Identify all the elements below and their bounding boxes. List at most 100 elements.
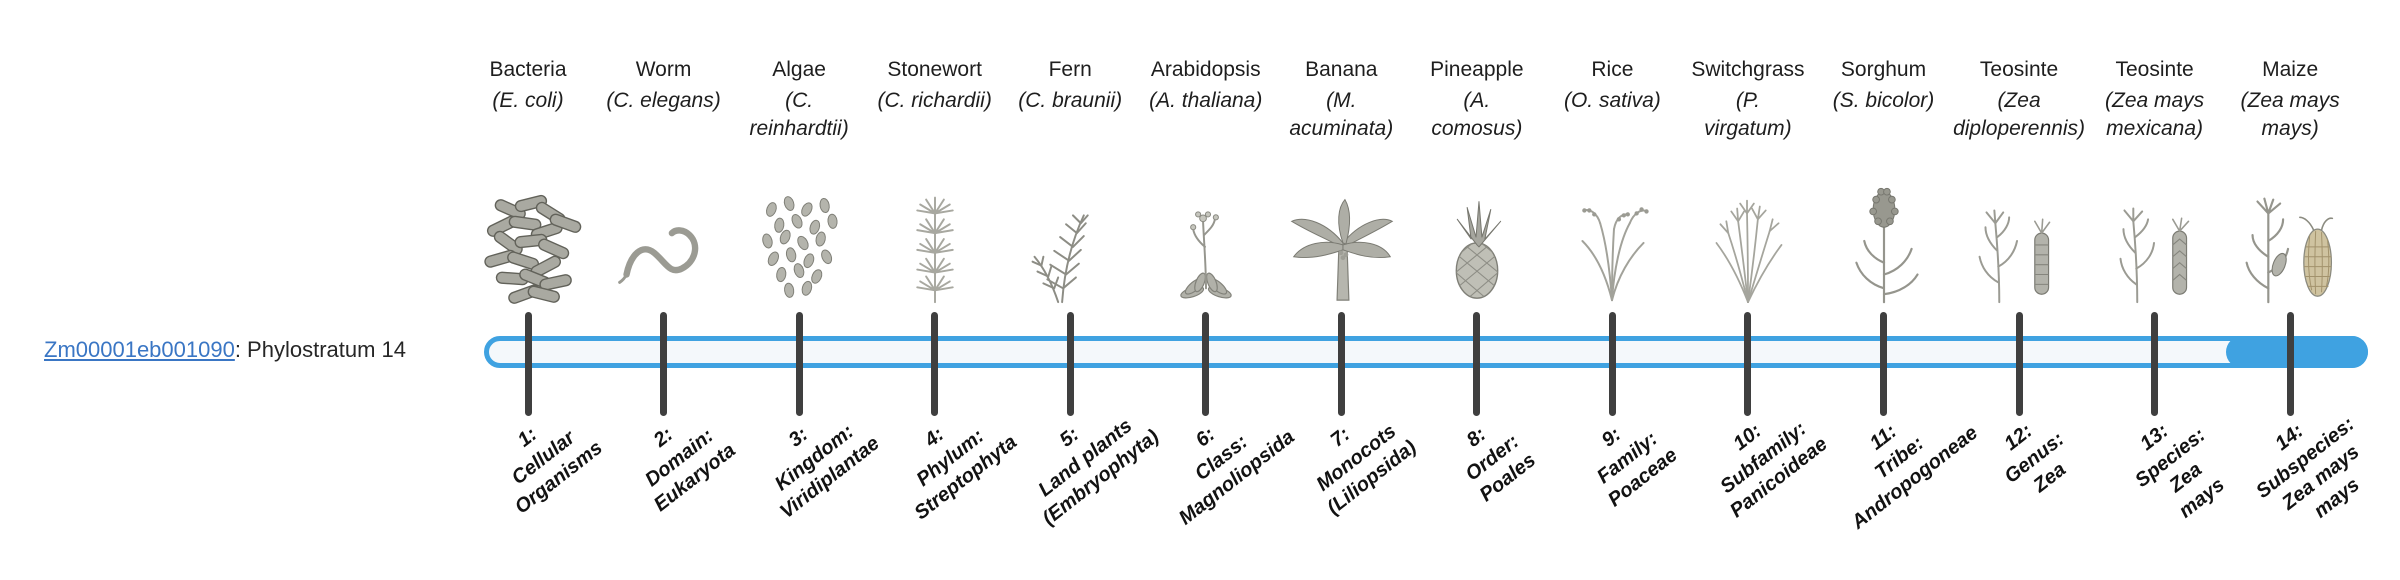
organism-name-block: Algae (C. reinhardtii) [749,56,848,142]
organism-scientific-name: (C. braunii) [1018,89,1123,113]
organism-name-block: Arabidopsis (A. thaliana) [1149,56,1262,115]
organism-column: Pineapple (A. comosus) [1402,56,1552,310]
organism-common-name: Maize [2262,58,2319,81]
organism-scientific-name: (P. virgatum) [1704,89,1792,140]
maize-icon [2227,172,2353,310]
organism-scientific-name: (E. coli) [492,89,564,113]
gene-label: Zm00001eb001090: Phylostratum 14 [44,337,406,363]
stratum-label: 5: Land plants (Embryophyta) [1034,414,1164,530]
phylostratum-tick [795,312,803,416]
organism-common-name: Stonewort [887,58,982,81]
organism-name-block: Teosinte (Zea mays mexicana) [2105,56,2204,142]
phylostratum-text: : Phylostratum 14 [234,337,407,362]
organism-common-name: Pineapple [1430,58,1524,81]
organism-scientific-name: (C. reinhardtii) [749,89,849,140]
stratum-label: 12: Genus: Zea [2000,419,2071,498]
teosinte2-icon [2092,172,2218,310]
stratum-label: 6: Class: Magnoliopsida [1174,423,1299,530]
organism-name-block: Stonewort (C. richardii) [877,56,991,115]
organism-common-name: Bacteria [489,58,567,81]
pineapple-icon [1414,172,1540,310]
gene-link[interactable]: Zm00001eb001090 [44,337,235,362]
organism-scientific-name: (Zea mays mexicana) [2105,89,2205,140]
phylostratum-tick [2151,312,2159,416]
phylostratum-tick [524,312,532,416]
phylostratum-tick [1337,312,1345,416]
organism-name-block: Rice (O. sativa) [1564,56,1661,115]
organism-name-block: Switchgrass (P. virgatum) [1691,56,1804,142]
organism-name-block: Pineapple (A. comosus) [1430,56,1523,142]
stratum-label: 11: Tribe: Andropogoneae [1847,420,1982,534]
phylostratum-tick [1066,312,1074,416]
organism-column: Banana (M. acuminata) [1266,56,1416,310]
bacteria-icon [465,172,591,310]
stratum-label: 4: Phylum: Streptophyta [910,423,1021,525]
organism-name-block: Banana (M. acuminata) [1289,56,1393,142]
worm-icon [601,172,727,310]
organism-column: Sorghum (S. bicolor) [1809,56,1959,310]
organism-name-block: Fern (C. braunii) [1018,56,1122,115]
fern-icon [1007,172,1133,310]
organism-common-name: Rice [1591,58,1634,81]
organism-name-block: Worm (C. elegans) [606,56,720,115]
switchgrass-icon [1685,172,1811,310]
phylostratum-tick [1608,312,1616,416]
organism-column: Switchgrass (P. virgatum) [1673,56,1823,310]
organism-common-name: Fern [1048,58,1092,81]
organism-name-block: Sorghum (S. bicolor) [1833,56,1935,115]
organism-common-name: Sorghum [1840,58,1927,81]
organism-name-block: Maize (Zea mays mays) [2241,56,2340,142]
organism-column: Maize (Zea mays mays) [2215,56,2365,310]
organism-common-name: Algae [772,58,826,81]
organism-column: Bacteria (E. coli) [453,56,603,310]
organism-scientific-name: (O. sativa) [1563,89,1661,113]
phylostratum-tick [1880,312,1887,416]
phylostratum-14-highlight [2226,336,2368,368]
stratum-label: 2: Domain: Eukaryota [640,423,740,517]
phylostratum-tick [2015,312,2023,416]
organism-name-block: Teosinte (Zea diploperennis) [1953,56,2085,142]
teosinte-icon [1956,172,2082,310]
organism-common-name: Worm [635,58,692,81]
banana-icon [1278,172,1404,310]
organism-scientific-name: (A. thaliana) [1149,89,1263,113]
organism-column: Teosinte (Zea diploperennis) [1944,56,2094,310]
organism-column: Arabidopsis (A. thaliana) [1131,56,1281,310]
stratum-label: 14: Subspecies: Zea mays mays [2252,412,2364,523]
organism-scientific-name: (C. elegans) [606,89,721,113]
organism-column: Stonewort (C. richardii) [860,56,1010,310]
phylostratum-tick [1202,312,1210,416]
organism-common-name: Teosinte [1979,58,2059,81]
organism-common-name: Arabidopsis [1150,58,1261,81]
organism-scientific-name: (Zea mays mays) [2240,89,2340,140]
organism-common-name: Banana [1305,58,1378,81]
stratum-label: 9: Family: Poaceae [1593,423,1683,512]
stonewort-icon [872,172,998,310]
organism-column: Worm (C. elegans) [589,56,739,310]
organism-scientific-name: (C. richardii) [877,89,992,113]
organism-scientific-name: (A. comosus) [1431,89,1523,140]
stratum-label: 7: Monocots (Liliopsida) [1312,419,1422,520]
organism-scientific-name: (M. acuminata) [1289,89,1394,140]
phylostratum-tick [1473,312,1481,416]
organism-column: Fern (C. braunii) [995,56,1145,310]
organism-column: Algae (C. reinhardtii) [724,56,874,310]
stratum-label: 1: Cellular Organisms [507,423,607,519]
phylostratum-tick [2286,312,2294,416]
sorghum-icon [1821,172,1947,310]
organism-common-name: Teosinte [2115,58,2194,81]
organism-scientific-name: (S. bicolor) [1832,89,1935,113]
organism-common-name: Switchgrass [1691,58,1805,81]
stratum-label: 3: Kingdom: Viridiplantae [770,420,884,524]
phylostratum-tick [1744,312,1752,416]
stratum-label: 10: Subfamily: Panicoideae [1716,417,1832,523]
stratum-label: 13: Species: Zea mays [2130,419,2229,523]
organism-column: Teosinte (Zea mays mexicana) [2080,56,2230,310]
organism-column: Rice (O. sativa) [1537,56,1687,310]
arabidopsis-icon [1143,172,1269,310]
phylostratum-tick [660,312,668,416]
stratum-label: 8: Order: Poales [1461,423,1540,507]
algae-icon [736,172,862,310]
phylostratum-tick [931,312,939,416]
